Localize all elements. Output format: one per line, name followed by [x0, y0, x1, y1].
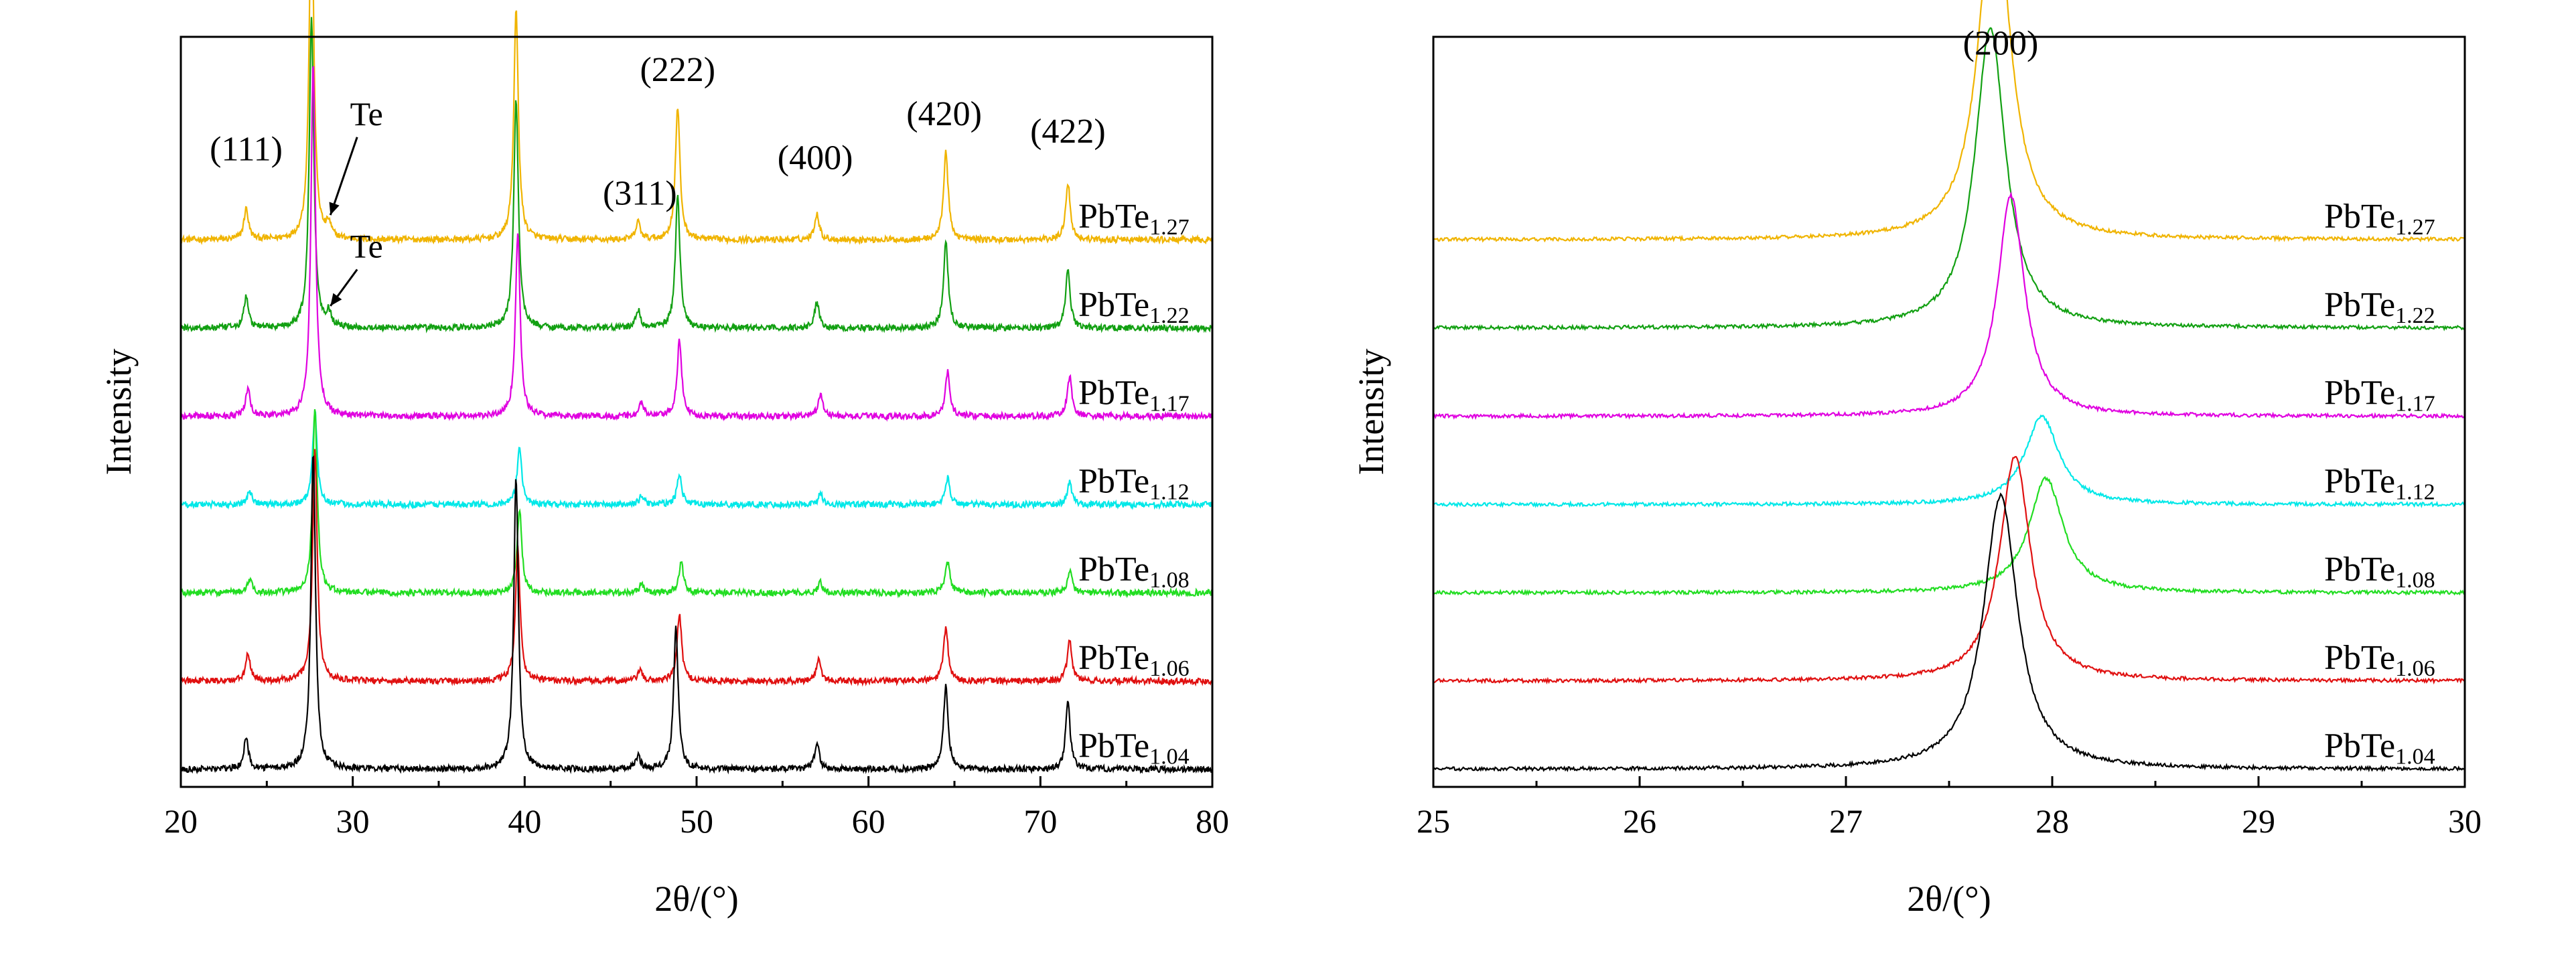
peak-label: (420)	[906, 95, 982, 133]
peak-label: (200)	[1963, 24, 2039, 62]
x-tick-label: 80	[1196, 802, 1229, 840]
y-axis-label: Intensity	[1351, 349, 1391, 475]
peak-label: (222)	[640, 51, 715, 89]
right-panel-zoomed-200-peak: PbTe1.27 PbTe1.22 PbTe1.17 PbTe1.12 PbTe1.08…	[1351, 0, 2482, 919]
series-line-PbTe1-08	[180, 409, 1214, 599]
series-label-PbTe1-06: PbTe1.06	[1078, 639, 1190, 681]
series-label-PbTe1-22: PbTe1.22	[1078, 286, 1190, 328]
series-line-PbTe1-17	[180, 66, 1214, 422]
te-annotation-arrow	[329, 137, 358, 216]
series-label-PbTe1-22: PbTe1.22	[2324, 286, 2435, 328]
x-tick-label: 25	[1417, 802, 1450, 840]
series-line-PbTe1-04	[1433, 492, 2465, 773]
x-tick-label: 30	[336, 802, 370, 840]
x-axis-label: 2θ/(°)	[1907, 879, 1991, 919]
series-label-PbTe1-12: PbTe1.12	[1078, 462, 1190, 504]
peak-label: (111)	[210, 130, 283, 168]
series-line-PbTe1-06	[180, 449, 1214, 687]
x-tick-label: 40	[508, 802, 541, 840]
x-tick-label: 28	[2035, 802, 2069, 840]
y-axis-label: Intensity	[98, 349, 139, 475]
x-tick-label: 26	[1623, 802, 1656, 840]
te-annotation-arrowhead	[330, 293, 342, 306]
series-line-PbTe1-27	[1433, 0, 2465, 243]
series-line-PbTe1-22	[1433, 27, 2465, 332]
x-tick-label: 60	[852, 802, 885, 840]
series-line-PbTe1-12	[1433, 414, 2465, 509]
series-line-PbTe1-17	[1433, 191, 2465, 421]
series-line-PbTe1-27	[180, 0, 1214, 246]
series-label-PbTe1-27: PbTe1.27	[2324, 198, 2435, 240]
series-label-PbTe1-08: PbTe1.08	[2324, 550, 2435, 593]
series-line-PbTe1-12	[180, 410, 1213, 510]
series-label-PbTe1-17: PbTe1.17	[1078, 374, 1190, 417]
series-label-PbTe1-08: PbTe1.08	[1078, 550, 1190, 593]
series-label-PbTe1-27: PbTe1.27	[1078, 198, 1190, 240]
te-annotation-label: Te	[350, 95, 383, 133]
x-tick-label: 20	[164, 802, 198, 840]
series-label-PbTe1-06: PbTe1.06	[2324, 639, 2435, 681]
series-label-PbTe1-04: PbTe1.04	[1078, 727, 1190, 769]
x-tick-label: 29	[2242, 802, 2275, 840]
series-label-PbTe1-12: PbTe1.12	[2324, 462, 2435, 504]
series-line-PbTe1-04	[180, 455, 1214, 775]
series-line-PbTe1-08	[1433, 475, 2465, 597]
series-line-PbTe1-22	[180, 17, 1213, 334]
series-label-PbTe1-17: PbTe1.17	[2324, 374, 2435, 417]
series-line-PbTe1-06	[1433, 455, 2465, 685]
te-annotation-label: Te	[350, 227, 383, 265]
x-axis-label: 2θ/(°)	[654, 879, 738, 919]
x-tick-label: 27	[1829, 802, 1863, 840]
x-tick-label: 50	[680, 802, 713, 840]
x-tick-label: 30	[2448, 802, 2482, 840]
plot-frame	[1432, 35, 2466, 788]
peak-label: (422)	[1030, 113, 1106, 151]
peak-label: (311)	[603, 174, 677, 212]
peak-label: (400)	[778, 139, 853, 177]
series-label-PbTe1-04: PbTe1.04	[2324, 727, 2435, 769]
left-panel-full-range-xrd: PbTe1.27 PbTe1.22 PbTe1.17 PbTe1.12 PbTe1.08…	[98, 0, 1229, 919]
x-tick-label: 70	[1023, 802, 1057, 840]
te-annotation-arrowhead	[329, 202, 340, 216]
